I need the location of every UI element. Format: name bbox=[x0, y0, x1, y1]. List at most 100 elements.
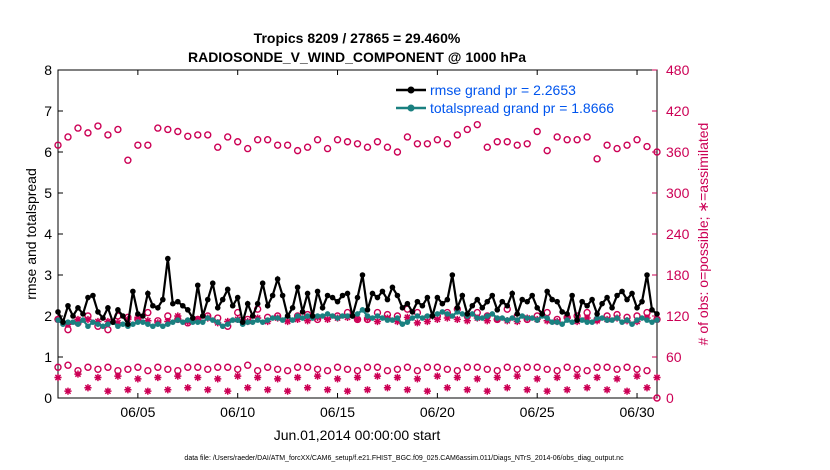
y-tick-label-right: 240 bbox=[666, 226, 690, 242]
totalspread-point bbox=[80, 317, 86, 323]
obs-possible-marker-top bbox=[363, 143, 372, 151]
obs-assimilated-marker-low bbox=[214, 375, 222, 383]
obs-possible-marker-top bbox=[393, 148, 402, 156]
obs-possible-marker-top bbox=[54, 141, 62, 149]
obs-possible-marker-mid bbox=[144, 308, 152, 317]
totalspread-point bbox=[589, 319, 595, 325]
rmse-point bbox=[244, 300, 251, 307]
obs-assimilated-marker-low bbox=[114, 372, 122, 380]
rmse-point bbox=[115, 307, 121, 313]
obs-possible-marker-top bbox=[253, 135, 262, 144]
obs-assimilated-marker-low bbox=[593, 373, 601, 382]
obs-possible-marker-low bbox=[94, 365, 102, 373]
totalspread-point bbox=[344, 313, 351, 319]
obs-assimilated-marker-low bbox=[603, 386, 611, 394]
rmse-point bbox=[374, 294, 381, 301]
rmse-point bbox=[165, 255, 171, 262]
obs-possible-marker-top bbox=[623, 141, 631, 149]
obs-assimilated-marker-top bbox=[463, 317, 471, 325]
obs-assimilated-marker-top bbox=[453, 315, 461, 324]
rmse-point bbox=[404, 300, 411, 307]
obs-possible-marker-low bbox=[493, 366, 501, 375]
totalspread-point bbox=[554, 319, 560, 325]
rmse-series bbox=[55, 255, 660, 328]
rmse-point bbox=[160, 296, 166, 303]
obs-possible-marker-top bbox=[613, 144, 621, 153]
rmse-point bbox=[70, 313, 76, 319]
y-tick-label-right: 480 bbox=[666, 62, 690, 78]
totalspread-point bbox=[229, 317, 236, 323]
obs-assimilated-marker-low bbox=[244, 384, 252, 392]
y-tick-label-left: 2 bbox=[44, 308, 52, 324]
obs-possible-marker-low bbox=[583, 366, 591, 375]
rmse-point bbox=[409, 309, 416, 315]
totalspread-point bbox=[130, 321, 136, 328]
obs-possible-marker-low bbox=[333, 363, 342, 371]
obs-assimilated-marker-top bbox=[443, 314, 451, 322]
obs-possible-marker-low bbox=[154, 363, 162, 371]
rmse-point bbox=[294, 284, 301, 291]
rmse-point bbox=[534, 305, 540, 311]
obs-possible-marker-top bbox=[104, 131, 112, 139]
totalspread-point bbox=[359, 307, 366, 313]
obs-assimilated-marker-top bbox=[294, 315, 302, 324]
totalspread-point bbox=[165, 321, 171, 328]
rmse-point bbox=[105, 305, 111, 311]
rmse-point bbox=[184, 307, 191, 313]
rmse-point bbox=[259, 280, 266, 287]
obs-assimilated-marker-low bbox=[284, 387, 292, 395]
rmse-point bbox=[629, 290, 635, 297]
legend-rmse-text: rmse grand pr = 2.2653 bbox=[430, 82, 576, 98]
obs-assimilated-marker-low bbox=[533, 375, 541, 383]
rmse-point bbox=[65, 302, 71, 309]
obs-possible-marker-low bbox=[363, 363, 372, 371]
totalspread-point bbox=[140, 319, 146, 325]
obs-assimilated-marker-low bbox=[264, 386, 272, 394]
legend-spread-marker bbox=[407, 104, 415, 112]
totalspread-point bbox=[55, 317, 61, 323]
obs-possible-marker-top bbox=[233, 138, 242, 146]
rmse-point bbox=[574, 317, 580, 323]
rmse-point bbox=[80, 311, 86, 317]
obs-assimilated-marker-low bbox=[254, 373, 262, 382]
totalspread-point bbox=[299, 315, 306, 321]
obs-assimilated-marker-top bbox=[583, 314, 591, 322]
obs-possible-marker-low bbox=[573, 365, 581, 373]
rmse-point bbox=[384, 296, 391, 303]
obs-possible-marker-low bbox=[214, 363, 222, 371]
totalspread-point bbox=[649, 319, 655, 325]
totalspread-point bbox=[504, 317, 511, 323]
rmse-point bbox=[364, 307, 371, 313]
obs-possible-marker-low bbox=[393, 365, 402, 373]
obs-assimilated-marker-low bbox=[323, 386, 332, 394]
obs-assimilated-marker-low bbox=[613, 375, 621, 383]
obs-assimilated-marker-low bbox=[164, 386, 172, 394]
totalspread-point bbox=[654, 317, 660, 323]
totalspread-point bbox=[369, 315, 376, 321]
totalspread-point bbox=[234, 317, 241, 323]
totalspread-point bbox=[424, 313, 431, 319]
rmse-point bbox=[324, 292, 331, 299]
obs-assimilated-marker-low bbox=[643, 384, 651, 392]
totalspread-point bbox=[150, 323, 156, 330]
legend: rmse grand pr = 2.2653 totalspread grand… bbox=[396, 82, 614, 116]
rmse-point bbox=[479, 305, 486, 311]
obs-possible-marker-low bbox=[593, 363, 601, 371]
totalspread-point bbox=[374, 313, 381, 319]
obs-assimilated-marker-low bbox=[563, 386, 571, 394]
totalspread-point bbox=[399, 321, 406, 328]
totalspread-point bbox=[529, 315, 536, 321]
obs-possible-marker-low bbox=[553, 366, 561, 375]
totalspread-point bbox=[304, 313, 311, 319]
obs-possible-marker-top bbox=[473, 120, 481, 129]
obs-possible-marker-low bbox=[433, 363, 442, 371]
obs-assimilated-marker-top bbox=[483, 317, 491, 325]
obs-possible-marker-top bbox=[144, 141, 152, 149]
obs-possible-marker-low bbox=[194, 363, 202, 371]
obs-assimilated-marker-top bbox=[74, 315, 82, 324]
rmse-point bbox=[214, 305, 221, 311]
obs-assimilated-marker-low bbox=[353, 373, 362, 382]
totalspread-point bbox=[85, 323, 91, 330]
obs-possible-marker-top bbox=[214, 143, 222, 151]
